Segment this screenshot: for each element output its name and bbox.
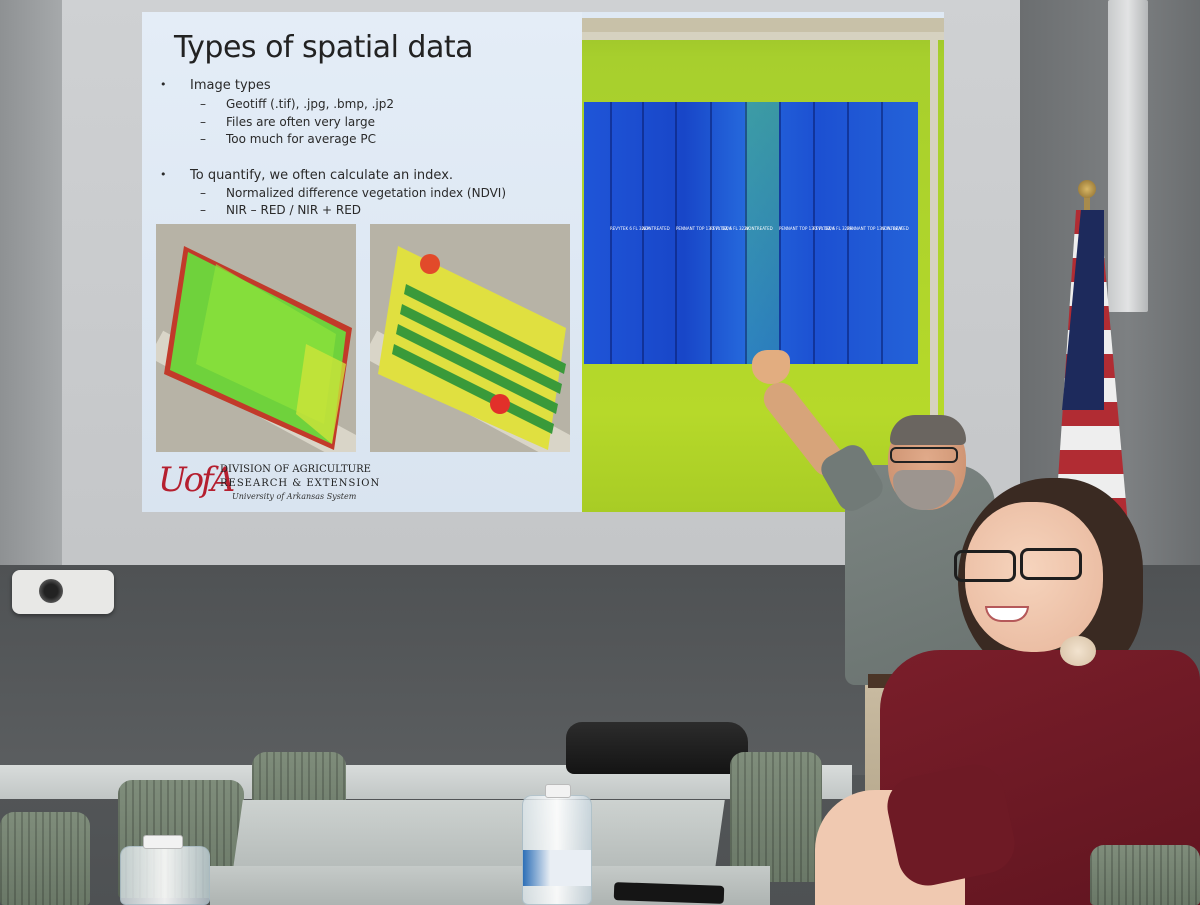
- aerial-field-edge: [582, 18, 944, 34]
- bullet-dot-icon: •: [160, 168, 167, 181]
- projector-lens: [39, 579, 63, 603]
- aerial-road: [930, 32, 938, 512]
- dash-icon: –: [200, 132, 206, 146]
- ndvi-field-image-uniform: [156, 224, 356, 452]
- aerial-road: [582, 32, 944, 40]
- bottle-cap: [143, 835, 183, 849]
- logo-mark: UofA: [158, 460, 235, 500]
- aerial-ndvi-image: REVYTEK 6 FL 322A NONTREATED PENNANT TOP…: [582, 18, 944, 512]
- woman-glasses: [954, 550, 1016, 582]
- logo-line2: RESEARCH & EXTENSION: [220, 478, 381, 489]
- plot-divider: [881, 102, 883, 364]
- bullet-text: To quantify, we often calculate an index…: [190, 168, 454, 183]
- sub-bullet-text: Files are often very large: [226, 115, 375, 129]
- sub-bullet-text: Too much for average PC: [226, 132, 376, 146]
- plot-divider: [642, 102, 644, 364]
- hair-scrunchie: [1060, 636, 1096, 666]
- plot-divider: [745, 102, 747, 364]
- bullet-quantify: • To quantify, we often calculate an ind…: [160, 168, 454, 183]
- dash-icon: –: [200, 97, 206, 111]
- bullet-dot-icon: •: [160, 78, 167, 91]
- plot-divider: [710, 102, 712, 364]
- bottle-label: [523, 850, 591, 886]
- sub-bullet: – NIR – RED / NIR + RED: [200, 203, 362, 217]
- bullet-text: Image types: [190, 78, 271, 93]
- plot-divider: [847, 102, 849, 364]
- chair: [0, 812, 90, 905]
- presenter-glasses: [890, 447, 958, 463]
- sub-bullet: – Files are often very large: [200, 115, 375, 129]
- woman-glasses: [1020, 548, 1082, 580]
- wall-panel: [1108, 0, 1148, 312]
- plot-label: PENNANT TOP 13.7 FL OZ/A: [779, 226, 835, 231]
- sub-bullet-text: Geotiff (.tif), .jpg, .bmp, .jp2: [226, 97, 394, 111]
- chair: [730, 752, 822, 882]
- sub-bullet: – Geotiff (.tif), .jpg, .bmp, .jp2: [200, 97, 394, 111]
- plot-label: REVYTEK 6 FL 322A: [710, 226, 750, 231]
- sub-bullet-text: NIR – RED / NIR + RED: [226, 203, 362, 217]
- smartphone: [613, 882, 725, 904]
- plot-label: PENNANT TOP 13.7 FL OZ/A: [847, 226, 903, 231]
- backpack: [566, 722, 748, 774]
- plot-divider: [675, 102, 677, 364]
- slide-title: Types of spatial data: [174, 30, 474, 65]
- bullet-image-types: • Image types: [160, 78, 271, 93]
- logo-line3: University of Arkansas System: [232, 492, 357, 501]
- left-wall: [0, 0, 62, 565]
- plot-label: NONTREATED: [745, 226, 773, 231]
- ndvi-field-map-icon: [370, 224, 570, 452]
- bottle-cap: [545, 784, 571, 798]
- plot-divider: [610, 102, 612, 364]
- presentation-slide: Types of spatial data • Image types – Ge…: [142, 12, 944, 512]
- sub-bullet-text: Normalized difference vegetation index (…: [226, 186, 507, 200]
- flag-finial: [1078, 180, 1096, 198]
- plot-label: PENNANT TOP 13.7 FL OZ/A: [676, 226, 732, 231]
- dash-icon: –: [200, 203, 206, 217]
- plot-divider: [779, 102, 781, 364]
- chair: [1090, 845, 1200, 905]
- plot-label: NONTREATED: [642, 226, 670, 231]
- plot-label: REVYTEK 6 FL 322A: [610, 226, 650, 231]
- slide-text-panel: Types of spatial data • Image types – Ge…: [142, 12, 582, 512]
- sub-bullet: – Too much for average PC: [200, 132, 376, 146]
- water-bottle: [522, 784, 592, 905]
- front-table: [233, 800, 725, 868]
- plot-label: NONTREATED: [881, 226, 909, 231]
- dash-icon: –: [200, 186, 206, 200]
- projector-device: [12, 570, 114, 614]
- presenter-pointing-hand: [752, 350, 790, 384]
- sub-bullet: – Normalized difference vegetation index…: [200, 186, 507, 200]
- water-bottle: [120, 835, 210, 905]
- ndvi-field-image-striped: [370, 224, 570, 452]
- ndvi-field-map-icon: [156, 224, 356, 452]
- plot-label: REVYTEK 6 FL 322A: [813, 226, 853, 231]
- ndvi-stressed-strip: [745, 102, 779, 364]
- logo-line1: DIVISION OF AGRICULTURE: [220, 464, 371, 475]
- dash-icon: –: [200, 115, 206, 129]
- presenter-hair: [890, 415, 966, 445]
- plot-divider: [813, 102, 815, 364]
